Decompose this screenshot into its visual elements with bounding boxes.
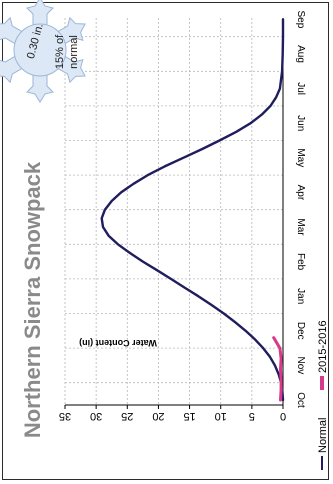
snowflake-arm-shape [26,0,54,33]
y-tick-label-15: 15 [183,410,195,422]
snowflake-arm-shape [26,67,54,103]
x-tick-label-mar: Mar [295,218,306,236]
x-tick-label-jul: Jul [295,82,306,95]
y-tick-label-25: 25 [121,410,133,422]
x-tick-label-apr: Apr [295,185,306,201]
x-tick-label-sep: Sep [295,11,306,29]
y-axis-label: Water Content (in) [79,338,157,348]
legend: Normal 2015-2016 [317,320,329,470]
x-tick-label-feb: Feb [295,253,306,271]
chart-frame [2,2,329,480]
x-tick-label-nov: Nov [295,357,306,375]
y-tick-label-5: 5 [249,410,255,422]
y-tick-label-30: 30 [90,410,102,422]
legend-item-2015-2016: 2015-2016 [317,320,329,390]
legend-item-normal: Normal [317,418,329,470]
x-tick-label-dec: Dec [295,322,306,340]
y-tick-label-35: 35 [59,410,71,422]
snowflake-arm [26,0,54,33]
y-tick-label-0: 0 [280,410,286,422]
x-tick-labels: Oct Nov Dec Jan Feb Mar Apr May Jun Jul Aug Sep [295,11,306,408]
y-tick-label-20: 20 [152,410,164,422]
x-tick-label-jan: Jan [295,288,306,304]
y-tick-label-10: 10 [215,410,227,422]
chart-title: Northern Sierra Snowpack [20,161,45,438]
series-line-2015-2016 [272,336,283,402]
badge-percent: 15% of [54,34,66,69]
x-tick-label-may: May [295,148,306,167]
series-line-normal [100,18,285,402]
legend-label-normal: Normal [317,418,329,453]
snowflake-icon [0,0,86,103]
snowflake-badge: 0.30 in. 15% of normal [0,0,86,103]
x-tick-label-aug: Aug [295,45,306,63]
axes [65,18,284,406]
badge-normal: normal [68,35,80,69]
x-tick-label-jun: Jun [295,115,306,131]
series-lines [100,18,285,402]
x-tick-label-oct: Oct [295,392,306,408]
snowflake-arm [26,67,54,103]
legend-label-2015-2016: 2015-2016 [317,320,329,373]
y-tick-labels: 0 5 10 15 20 25 30 35 [59,405,286,422]
